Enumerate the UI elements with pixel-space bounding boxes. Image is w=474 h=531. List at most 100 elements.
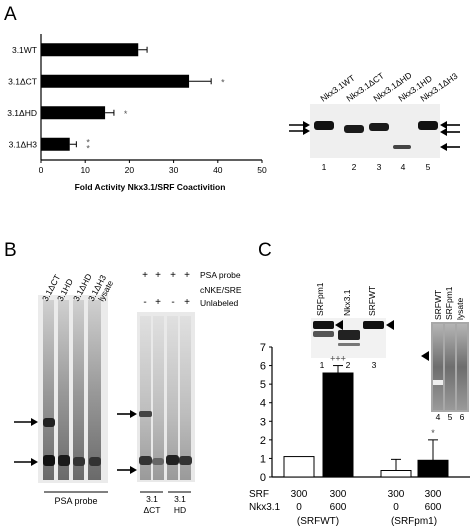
chart-c-y-tick-label: 2: [260, 435, 266, 447]
gel-left-band-lower-2: [58, 455, 70, 466]
blot-a-band-lane-1: [314, 121, 334, 130]
condition-srf-value-3: 300: [388, 489, 405, 500]
blot-a-arrow-left-2: [289, 127, 310, 135]
condition-group-1: (SRFWT): [297, 516, 339, 527]
gel-right-row2-mark-2: +: [155, 297, 161, 308]
blot-c1-lane-label-1: SRFpm1: [315, 282, 325, 316]
blot-a-band-lane-2: [344, 125, 364, 133]
gel-c2-arrowhead: [421, 351, 429, 361]
condition-nkx-label: Nkx3.1: [249, 502, 281, 513]
blot-c1-lane-number-3: 3: [372, 360, 377, 370]
gel-c2-lane-labels: SRFWT SRFpm1 lysate: [433, 286, 465, 320]
chart-c-y-tick-label: 0: [260, 472, 266, 484]
blot-a-band-lane-5: [418, 121, 438, 130]
gel-right-row2-mark-1: -: [143, 297, 146, 308]
emsa-gel-right: + + + + PSA probe cNKE/SRE - + - + Unlab…: [117, 270, 242, 515]
panel-letter-c: C: [258, 240, 272, 261]
gel-right-lane-1: [140, 316, 151, 480]
gel-right-group-2-line1: 3.1: [174, 494, 186, 504]
blot-c1-band-lane-1: [313, 321, 334, 329]
blot-a-arrow-left-1: [289, 121, 310, 129]
gel-c2-lane-4: [433, 324, 443, 410]
blot-c1-lane-number-2: 2: [346, 360, 351, 370]
condition-nkx-value-3: 0: [393, 502, 399, 513]
chart-a-significance-mark: *: [86, 137, 90, 147]
gel-left-lane-labels: 3.1ΔCT 3.1HD 3.1ΔHD 3.1ΔH3 lysate: [40, 272, 115, 303]
condition-nkx-value-2: 600: [330, 502, 347, 513]
gel-right-row1-marks: + + + +: [142, 270, 190, 281]
gel-right-row2-marks: - + - +: [143, 297, 190, 308]
chart-c-bar: [417, 459, 449, 478]
chart-a-significance-mark: *: [124, 109, 128, 119]
gel-right-group-2-line2: HD: [174, 505, 186, 515]
gel-right-arrow-upper: [117, 410, 137, 418]
blot-a-lane-number-1: 1: [322, 162, 327, 172]
chart-c-y-tick-label: 6: [260, 361, 266, 373]
gel-right-row1-mark-1: +: [142, 270, 148, 281]
gel-right-band-lower-3: [166, 455, 179, 465]
blot-c1-lane-number-1: 1: [320, 360, 325, 370]
blot-a-arrow-right-3: [440, 143, 460, 151]
chart-c-bar: [322, 372, 354, 478]
blot-a-band-lane-4: [393, 145, 411, 149]
blot-a-lane-number-3: 3: [377, 162, 382, 172]
gel-right-arrow-lower: [117, 466, 137, 474]
chart-c-significance-mark: +++: [330, 354, 346, 364]
chart-c-y-tick-label: 7: [260, 342, 266, 354]
gel-left-band-lower-3: [73, 457, 85, 466]
condition-nkx-value-4: 600: [425, 502, 442, 513]
gel-left-arrow-upper: [14, 418, 38, 426]
condition-nkx-value-1: 0: [296, 502, 302, 513]
blot-c1-band-lane-2b: [338, 343, 360, 346]
chart-a-bar: [41, 74, 190, 88]
gel-right-band-upper: [139, 411, 152, 417]
gel-right-row2-mark-3: -: [171, 297, 174, 308]
chart-a-x-tick-label: 40: [213, 165, 223, 175]
chart-c-y-tick-label: 4: [260, 398, 266, 410]
gel-left-lane-3: [73, 300, 84, 480]
chart-a-x-tick-label: 20: [125, 165, 135, 175]
blot-a-lane-labels: Nkx3.1WT Nkx3.1ΔCT Nkx3.1ΔHD Nkx3.1HD Nk…: [318, 70, 459, 104]
chart-a-bar: [41, 106, 106, 120]
gel-c2-lane-label-6: lysate: [455, 298, 465, 320]
chart-a-significance-mark: *: [86, 143, 90, 153]
blot-c1-arrowhead-2: [386, 320, 394, 330]
panel-letter-b: B: [4, 240, 17, 261]
condition-srf-value-1: 300: [291, 489, 308, 500]
chart-c-conditions: SRF 300 300 300 300 Nkx3.1 0 600 0 600 (…: [249, 489, 442, 527]
chart-a-category-label: 3.1ΔCT: [8, 76, 37, 86]
gel-right-group-1-line2: ΔCT: [143, 505, 160, 515]
blot-a-arrow-right-1: [440, 121, 460, 129]
gel-right-row1-mark-3: +: [170, 270, 176, 281]
blot-c1-arrowhead-1: [335, 320, 343, 330]
emsa-gel-left: 3.1ΔCT 3.1HD 3.1ΔHD 3.1ΔH3 lysate PSA pr…: [14, 272, 115, 506]
chart-a-x-tick-label: 30: [169, 165, 179, 175]
gel-right-lane-4: [180, 316, 191, 480]
gel-right-group-1-line1: 3.1: [146, 494, 158, 504]
gel-c2-band: [433, 380, 443, 385]
blot-c1-lane-numbers: 1 2 3: [320, 360, 377, 370]
blot-c1-band-lane-1b: [313, 331, 334, 337]
chart-a-x-tick-label: 50: [257, 165, 267, 175]
gel-c2-lane-number-6: 6: [460, 412, 465, 422]
condition-group-2: (SRFpm1): [391, 516, 437, 527]
gel-left-arrow-lower: [14, 458, 38, 466]
gel-left-band-lower-1: [43, 455, 55, 466]
gel-c2-lane-number-4: 4: [436, 412, 441, 422]
blot-a-lane-number-2: 2: [352, 162, 357, 172]
condition-srf-value-2: 300: [330, 489, 347, 500]
gel-right-band-lower-4: [179, 456, 192, 465]
emsa-gel-c2: SRFWT SRFpm1 lysate 4 5 6: [421, 286, 469, 422]
gel-right-row1-label: PSA probe: [200, 270, 241, 280]
condition-srf-label: SRF: [249, 489, 269, 500]
condition-srf-value-4: 300: [425, 489, 442, 500]
panel-letter-a: A: [4, 4, 17, 25]
gel-right-lane-2: [153, 316, 164, 480]
chart-a-significance-mark: *: [221, 77, 225, 87]
chart-a-bar: [41, 137, 70, 151]
gel-c2-lane-6: [457, 324, 467, 410]
chart-a-category-label: 3.1ΔHD: [7, 108, 37, 118]
gel-c2-lane-label-5: SRFpm1: [444, 286, 454, 320]
blot-a-arrow-right-2: [440, 128, 460, 136]
